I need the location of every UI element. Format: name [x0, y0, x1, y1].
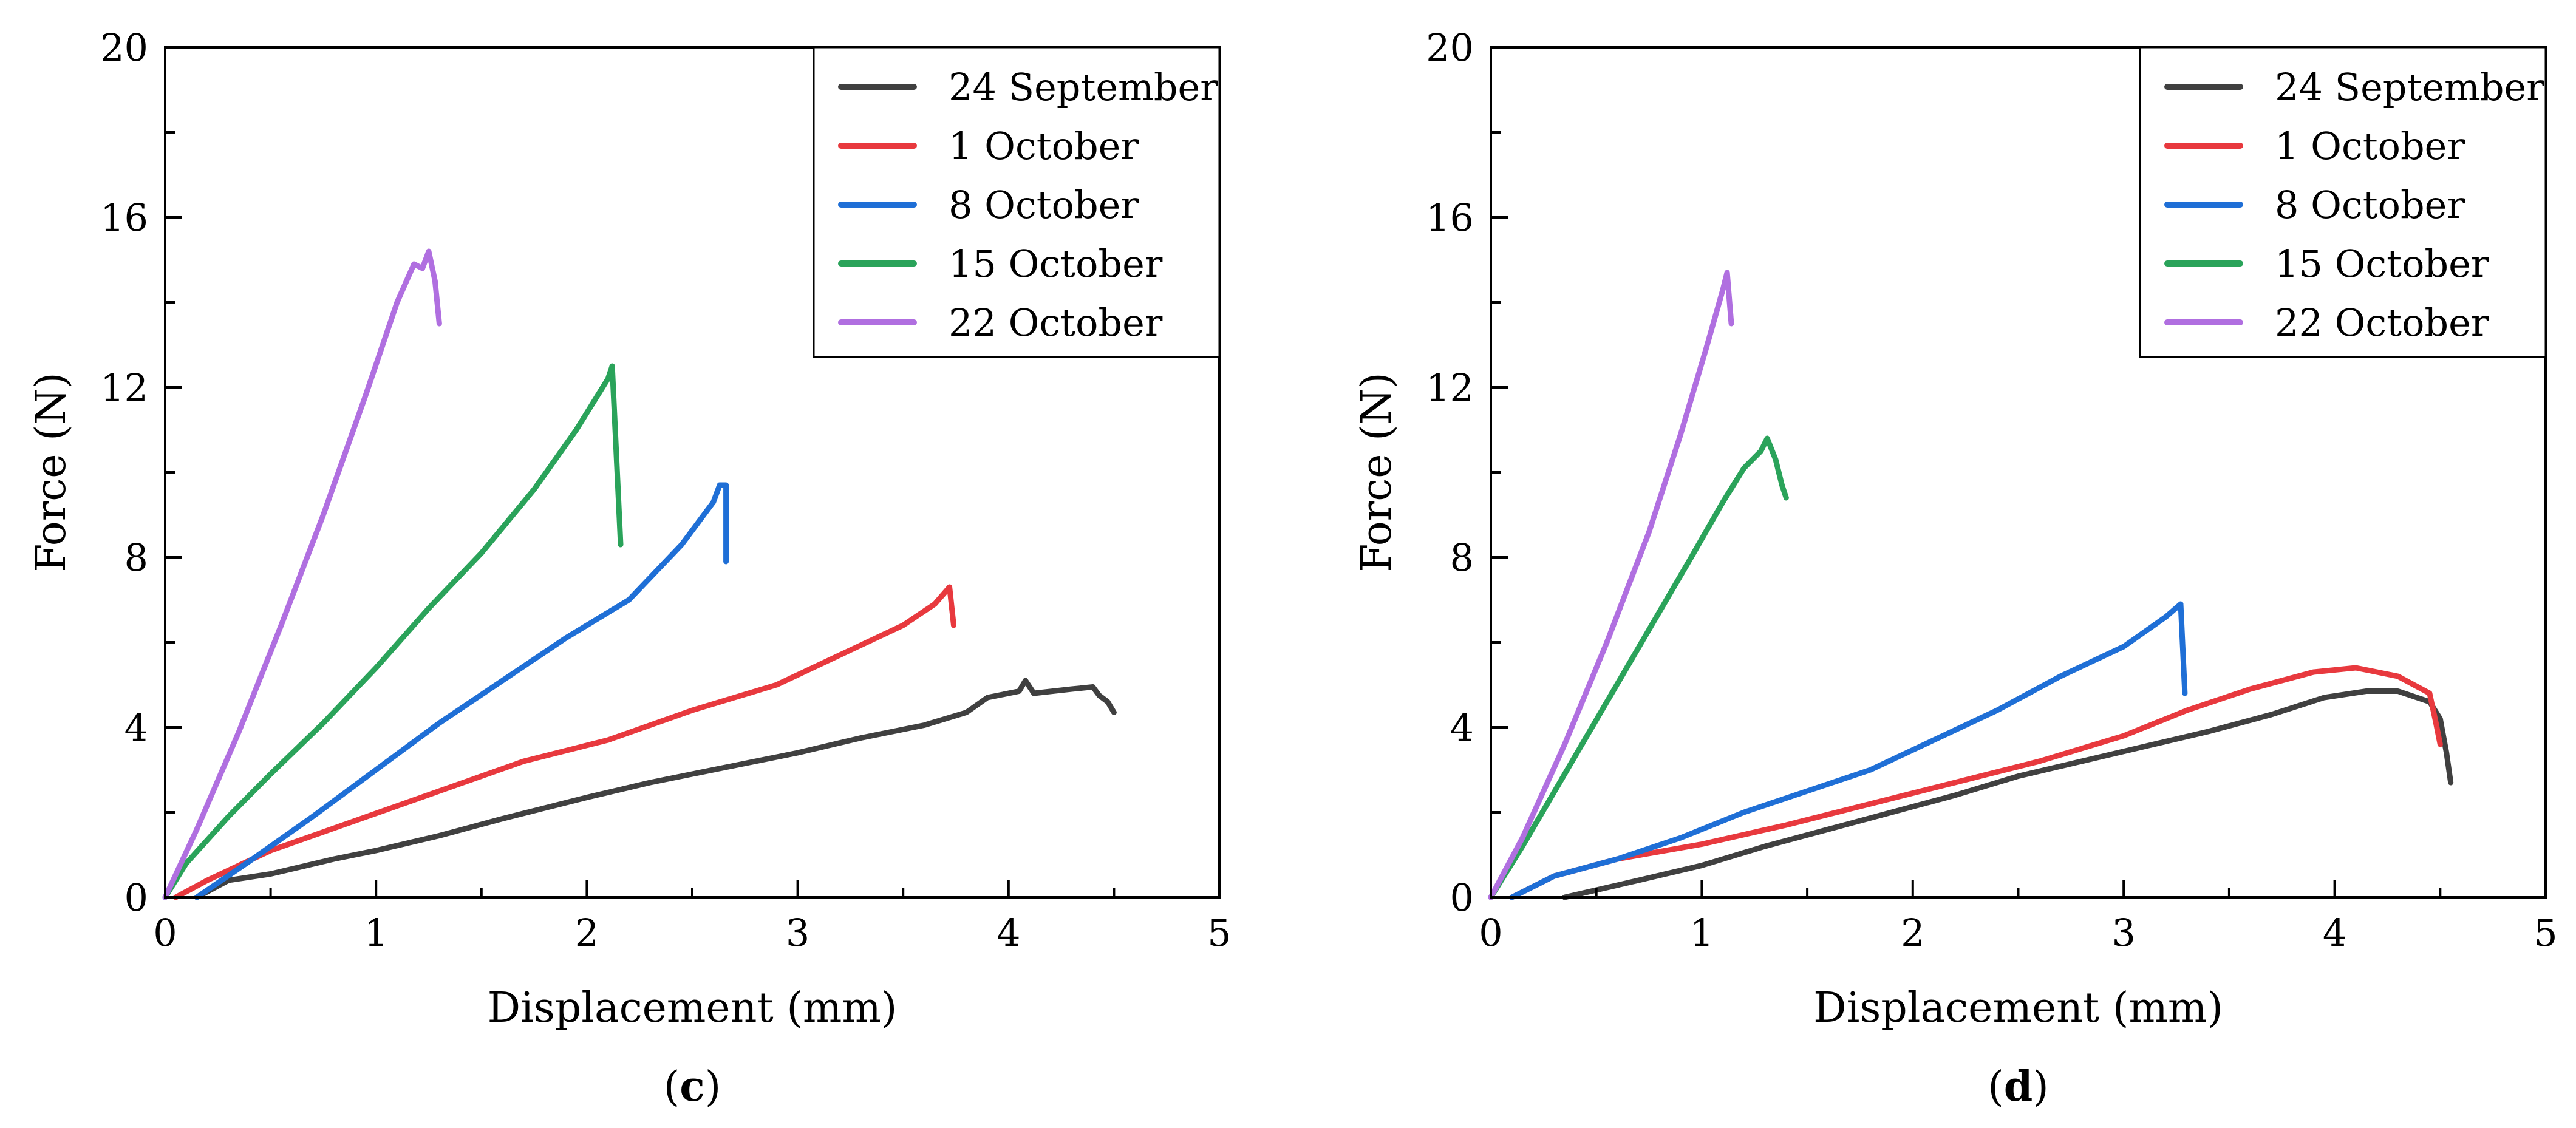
x-tick-label: 5	[2533, 911, 2557, 955]
y-tick-label: 12	[1426, 365, 1474, 410]
legend-entry: 22 October	[949, 301, 1163, 345]
series-line-1-october	[1509, 665, 2443, 900]
x-tick-label: 4	[2323, 911, 2346, 955]
x-tick-label: 1	[364, 911, 387, 955]
legend-entry: 15 October	[2275, 242, 2489, 286]
y-tick-label: 8	[124, 535, 148, 580]
legend-entry: 22 October	[2275, 301, 2489, 345]
x-axis-title: Displacement (mm)	[488, 984, 898, 1032]
legend-entry: 1 October	[2275, 124, 2465, 168]
legend-entry: 24 September	[2275, 65, 2544, 109]
x-tick-label: 3	[786, 911, 809, 955]
series-line-1-october	[172, 584, 956, 900]
legend: 24 September 1 October 8 October 15 October…	[2139, 46, 2547, 358]
y-tick-label: 12	[100, 365, 148, 410]
legend: 24 September 1 October 8 October 15 October…	[813, 46, 1221, 358]
x-tick-label: 0	[153, 911, 177, 955]
series-line-15-october	[1488, 435, 1789, 900]
series-line-22-october	[162, 248, 442, 900]
y-axis-title: Force (N)	[1353, 372, 1401, 572]
series-line-8-october	[1509, 601, 2188, 900]
x-tick-label: 1	[1690, 911, 1714, 955]
legend-entry: 8 October	[2275, 183, 2465, 227]
x-tick-label: 2	[1901, 911, 1924, 955]
y-tick-label: 20	[1426, 25, 1474, 70]
x-tick-label: 4	[997, 911, 1020, 955]
y-tick-label: 0	[1450, 875, 1474, 920]
y-tick-label: 0	[124, 875, 148, 920]
panel-label: (d)	[1988, 1062, 2049, 1111]
y-tick-label: 4	[124, 705, 148, 750]
series-line-8-october	[194, 482, 729, 900]
series-line-24-september	[1562, 688, 2454, 900]
x-tick-label: 2	[575, 911, 599, 955]
series-line-24-september	[194, 678, 1117, 900]
legend-entry: 15 October	[949, 242, 1163, 286]
x-tick-label: 5	[1207, 911, 1231, 955]
x-tick-label: 3	[2111, 911, 2135, 955]
y-tick-label: 8	[1450, 535, 1474, 580]
x-axis-title: Displacement (mm)	[1813, 984, 2223, 1032]
legend-entry: 1 October	[949, 124, 1139, 168]
y-tick-label: 4	[1450, 705, 1474, 750]
panel-label: (c)	[664, 1062, 721, 1111]
legend-entry: 24 September	[949, 65, 1218, 109]
legend-entry: 8 October	[949, 183, 1139, 227]
y-tick-label: 20	[100, 25, 148, 70]
series-line-22-october	[1488, 270, 1734, 900]
x-tick-label: 0	[1479, 911, 1502, 955]
y-axis-title: Force (N)	[27, 372, 75, 572]
series-line-15-october	[162, 363, 624, 900]
y-tick-label: 16	[1426, 195, 1474, 240]
y-tick-label: 16	[100, 195, 148, 240]
